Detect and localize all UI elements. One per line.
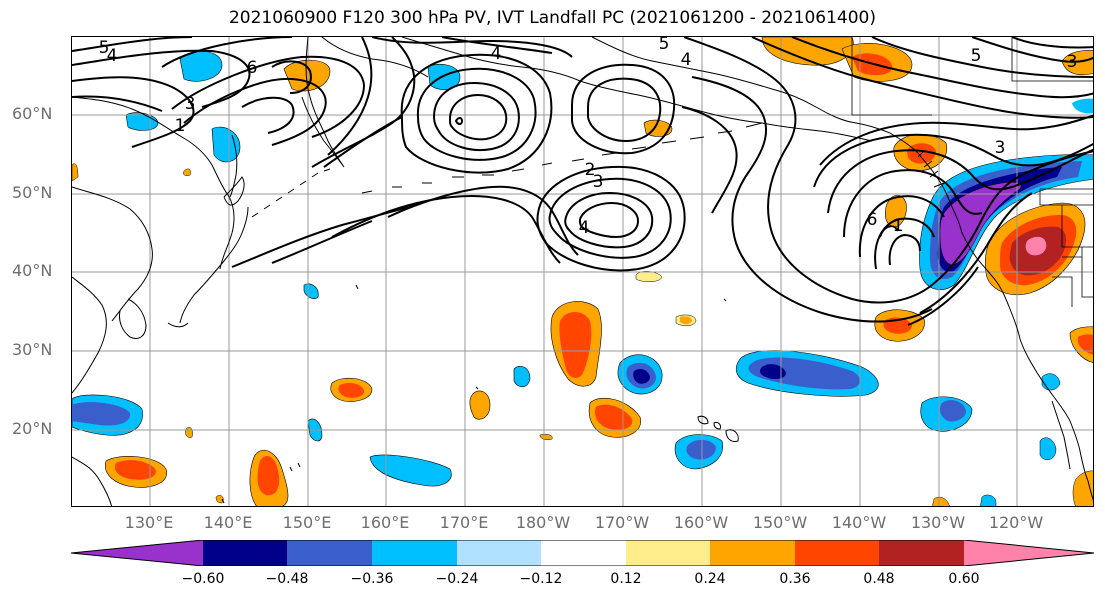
colorbar-tick: 0.60 bbox=[948, 571, 980, 587]
contour-label: 3 bbox=[593, 172, 604, 192]
lon-label-170e: 170°E bbox=[439, 513, 489, 532]
contour-labels: 5 4 6 3 1 4 5 4 2 3 4 5 3 3 6 1 bbox=[99, 37, 1078, 238]
colorbar-tick: 0.12 bbox=[610, 571, 642, 587]
contour-label: 3 bbox=[185, 94, 196, 114]
colorbar-segment bbox=[457, 540, 541, 566]
ivt-blob bbox=[635, 271, 663, 282]
contour-label: 4 bbox=[579, 218, 590, 238]
contour-label: 6 bbox=[867, 210, 878, 230]
colorbar-segment bbox=[879, 540, 964, 566]
colorbar-segment bbox=[71, 540, 203, 566]
ivt-blob bbox=[759, 364, 786, 380]
ivt-ca-pink bbox=[1025, 236, 1047, 256]
colorbar-segment bbox=[626, 540, 710, 566]
graticule bbox=[72, 37, 1093, 506]
lon-label-160e: 160°E bbox=[360, 513, 410, 532]
contour-label: 5 bbox=[971, 46, 982, 66]
ivt-blob bbox=[1072, 470, 1093, 506]
ivt-blob bbox=[183, 168, 191, 177]
lon-label-140w: 140°W bbox=[831, 513, 887, 532]
contour-label: 6 bbox=[247, 58, 258, 78]
colorbar-tick: 0.24 bbox=[694, 571, 726, 587]
coastlines bbox=[72, 37, 1093, 506]
colorbar-tick: −0.60 bbox=[181, 571, 225, 587]
colorbar-segment bbox=[372, 540, 457, 566]
lat-label-40n: 40°N bbox=[12, 261, 53, 280]
ivt-blob bbox=[1039, 437, 1057, 461]
contour-label: 2 bbox=[585, 160, 596, 180]
lon-label-120w: 120°W bbox=[988, 513, 1044, 532]
map-panel: 5 4 6 3 1 4 5 4 2 3 4 5 3 3 6 1 bbox=[71, 36, 1094, 507]
ivt-blob bbox=[469, 390, 491, 420]
ivt-blob bbox=[980, 494, 997, 506]
ivt-blob bbox=[686, 439, 716, 460]
lon-label-160w: 160°W bbox=[673, 513, 729, 532]
colorbar-segment bbox=[287, 540, 372, 566]
contour-label: 4 bbox=[107, 46, 118, 66]
colorbar-segment bbox=[795, 540, 879, 566]
contour-label: 3 bbox=[1067, 52, 1078, 72]
colorbar-tick: −0.48 bbox=[265, 571, 309, 587]
ivt-blob bbox=[1077, 334, 1093, 355]
colorbar-tick: −0.12 bbox=[519, 571, 563, 587]
page-title: 2021060900 F120 300 hPa PV, IVT Landfall… bbox=[228, 8, 876, 28]
lon-label-180w: 180°W bbox=[515, 513, 571, 532]
ivt-blob bbox=[940, 400, 966, 422]
ivt-blob bbox=[72, 163, 79, 182]
lon-label-140e: 140°E bbox=[203, 513, 253, 532]
ivt-blob bbox=[513, 366, 531, 388]
ivt-blob bbox=[1072, 98, 1093, 114]
ivt-blob bbox=[1041, 373, 1061, 391]
ivt-blob bbox=[303, 283, 319, 299]
lon-label-170w: 170°W bbox=[594, 513, 650, 532]
colorbar-segment bbox=[710, 540, 795, 566]
ivt-blob bbox=[680, 316, 692, 325]
borders bbox=[851, 37, 1093, 307]
colorbar-tick: 0.36 bbox=[779, 571, 811, 587]
ivt-blob bbox=[338, 383, 364, 398]
ivt-blob bbox=[932, 496, 950, 506]
ivt-blob bbox=[369, 454, 452, 487]
contour-label: 3 bbox=[995, 138, 1006, 158]
ivt-blob bbox=[257, 456, 280, 496]
ivt-blob bbox=[633, 369, 650, 384]
ivt-blob bbox=[114, 460, 156, 480]
lon-label-130e: 130°E bbox=[124, 513, 174, 532]
contour-label: 1 bbox=[893, 216, 904, 236]
pv-contours bbox=[72, 37, 1093, 326]
contour-label: 5 bbox=[99, 38, 110, 58]
colorbar-tick: −0.24 bbox=[435, 571, 479, 587]
lon-label-130w: 130°W bbox=[910, 513, 966, 532]
ivt-blob bbox=[559, 312, 592, 378]
lat-label-30n: 30°N bbox=[12, 340, 53, 359]
lat-label-50n: 50°N bbox=[12, 183, 53, 202]
contour-label: 5 bbox=[659, 37, 670, 54]
lat-label-20n: 20°N bbox=[12, 419, 53, 438]
ivt-blob bbox=[539, 433, 553, 441]
contour-label: 4 bbox=[491, 44, 502, 64]
lon-label-150w: 150°W bbox=[752, 513, 808, 532]
colorbar-segment bbox=[541, 540, 626, 566]
ivt-blob bbox=[211, 126, 241, 163]
lat-label-60n: 60°N bbox=[12, 104, 53, 123]
ivt-blob bbox=[72, 402, 131, 426]
colorbar-tick: −0.36 bbox=[350, 571, 394, 587]
colorbar-segment bbox=[203, 540, 287, 566]
ivt-blob bbox=[215, 495, 224, 504]
colorbar-tick: 0.48 bbox=[863, 571, 895, 587]
map-canvas: 5 4 6 3 1 4 5 4 2 3 4 5 3 3 6 1 bbox=[72, 37, 1093, 506]
lon-label-150e: 150°E bbox=[282, 513, 332, 532]
ivt-blob bbox=[427, 64, 461, 90]
colorbar bbox=[71, 540, 1094, 566]
contour-label: 1 bbox=[175, 116, 186, 136]
ivt-blob bbox=[185, 427, 193, 438]
colorbar-segment bbox=[964, 540, 1094, 566]
contour-label: 4 bbox=[681, 50, 692, 70]
